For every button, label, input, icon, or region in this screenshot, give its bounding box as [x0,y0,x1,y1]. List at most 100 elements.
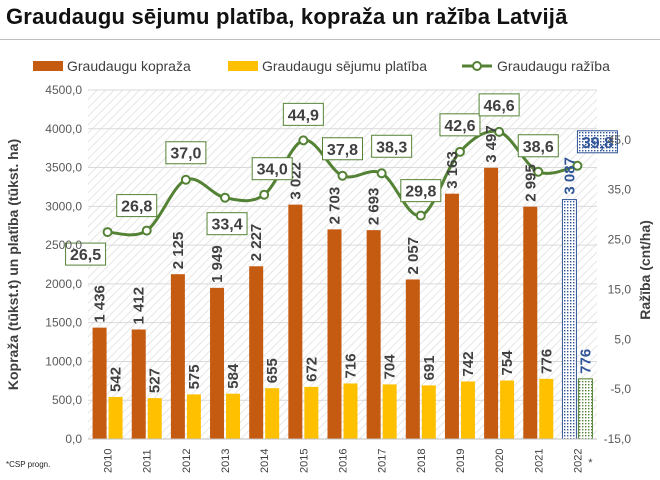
bar-area [460,381,475,439]
bar-production [405,279,420,439]
bar-area [577,378,593,440]
yield-point [180,174,191,185]
bar-production [444,193,459,439]
data-label-production: 1 412 [131,287,148,325]
data-label-area: 691 [421,355,438,380]
yield-label: 42,6 [444,118,475,135]
data-label-area: 704 [382,354,399,380]
data-label-production: 3 497 [483,125,500,163]
bar-area [539,378,554,439]
y-right-tick-label: 35,0 [608,183,632,197]
bar-production [92,327,107,439]
bar-production [131,329,146,439]
y-right-tick-label: -15,0 [604,432,632,446]
bars [92,167,593,440]
yield-point [454,146,465,157]
data-label-production: 2 227 [248,224,265,262]
yield-label-box [517,134,559,158]
y-left-tick-label: 2500,0 [45,238,82,252]
y-right-tick-label: 15,0 [608,282,632,296]
bar-production [366,230,381,439]
x-tick-label: 2020 [494,449,506,473]
yield-point [533,166,544,177]
yield-label-box [65,242,107,266]
y-left-tick-label: 3000,0 [45,199,82,213]
yield-point [259,189,270,200]
bar-production [288,204,303,439]
bar-area [421,385,436,439]
yield-point [298,135,309,146]
legend-label-yield: Graudaugu ražība [497,58,610,74]
yield-label-box [322,137,363,161]
yield-label: 37,0 [170,146,201,163]
yield-point [337,170,348,181]
legend-swatch-area [228,61,258,71]
data-label-production: 2 693 [366,188,383,226]
data-label-production: 3 087 [561,157,578,195]
bar-production [561,199,577,440]
y-left-tick-label: 3500,0 [45,161,82,175]
legend-label-production: Graudaugu kopraža [67,58,191,74]
data-label-area: 655 [264,358,281,383]
bar-production [170,274,185,439]
x-tick-asterisk: * [588,457,593,469]
bar-area [304,386,319,439]
yield-point [415,210,426,221]
yield-label-box [165,141,207,165]
yield-point [220,192,231,203]
title-divider [0,39,660,40]
x-tick-label: 2012 [181,449,193,473]
yield-line [102,126,583,238]
yield-point [141,225,152,236]
yield-point [572,160,583,171]
yield-label-box [478,93,520,117]
x-tick-label: 2011 [142,449,154,473]
yield-point [494,126,505,137]
x-tick-label: 2014 [259,449,271,473]
bar-area [500,380,515,439]
x-tick-label: 2022 [572,449,584,473]
yield-label: 33,4 [211,217,242,234]
yield-label: 46,6 [484,98,515,115]
footnote: *CSP progn. [6,460,51,469]
data-label-area: 575 [186,364,203,389]
y-left-tick-label: 4500,0 [45,83,82,97]
yield-label-box-forecast [576,130,618,154]
data-label-area: 776 [577,349,594,374]
yield-point [376,168,387,179]
bar-production [249,266,264,439]
y-left-tick-label: 1000,0 [45,354,82,368]
legend-swatch-production [33,61,63,71]
x-tick-label: 2016 [338,449,350,473]
bar-area [226,393,241,439]
y-left-axis-title: Kopraža (tūkst.t) un platība (tūkst. ha) [5,139,21,390]
data-label-area: 742 [460,351,477,376]
yield-label: 26,8 [121,199,152,216]
data-label-area: 527 [147,368,164,393]
y-left-tick-label: 2000,0 [45,277,82,291]
x-tick-label: 2013 [220,449,232,473]
data-label-production: 1 949 [209,245,226,283]
yield-label-box [400,179,442,203]
data-label-production: 2 995 [522,164,539,202]
yield-label: 39,8 [582,135,613,152]
data-label-area: 584 [225,363,242,389]
bar-production [210,287,225,439]
yield-label-box [439,113,481,137]
yield-label-box [371,134,413,158]
y-right-tick-label: 25,0 [608,233,632,247]
y-right-axis-title: Ražība (cnt/ha) [637,220,653,320]
bar-area [382,384,397,439]
data-label-production: 3 163 [444,151,461,189]
bar-area [265,388,280,439]
data-label-production: 2 125 [170,232,187,270]
yield-label-box [116,194,158,218]
data-label-area: 672 [303,357,320,382]
bar-area [186,394,201,439]
x-tick-label: 2017 [377,449,389,473]
yield-label-box [206,212,248,236]
legend: Graudaugu kopraža Graudaugu sējumu platīb… [33,58,610,74]
bar-production [523,206,538,439]
legend-marker-yield [472,61,482,71]
